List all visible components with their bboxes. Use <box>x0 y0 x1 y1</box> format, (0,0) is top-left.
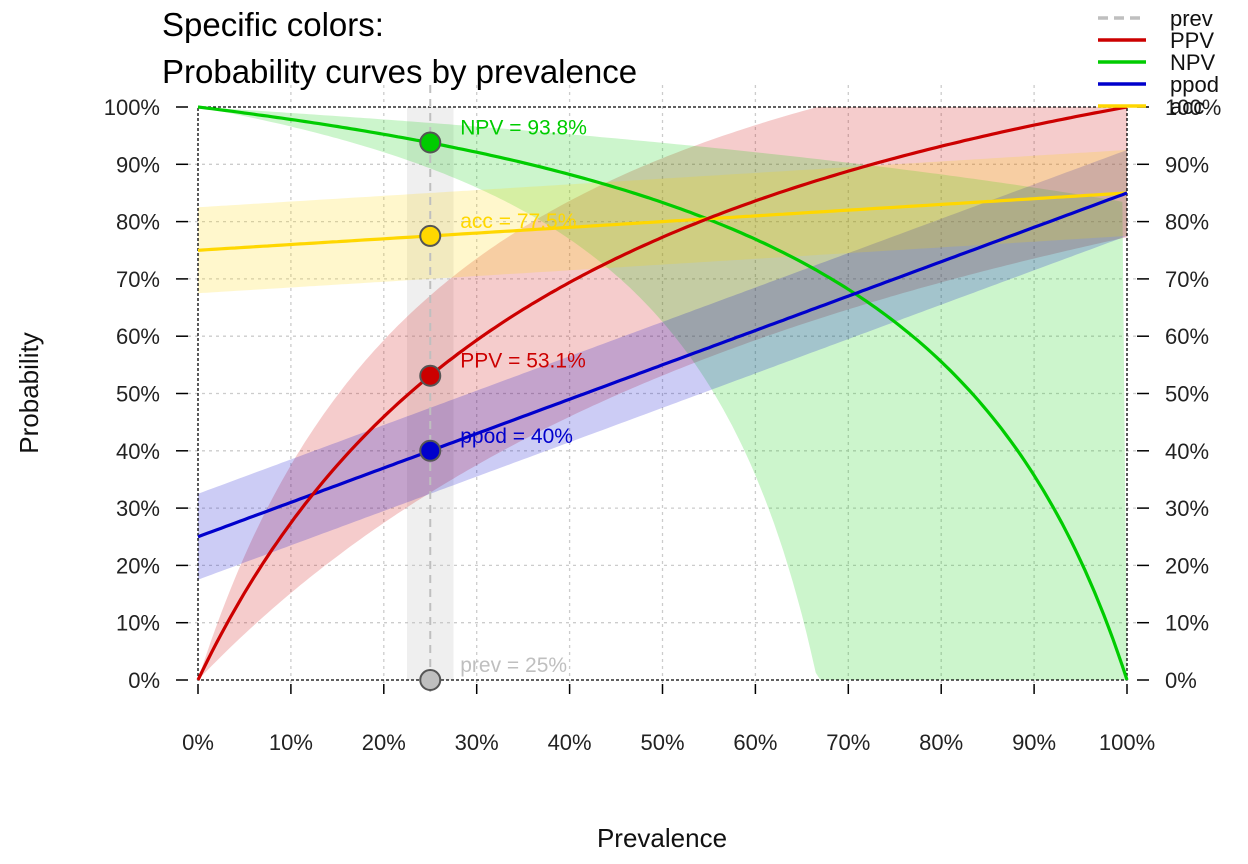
series-line-acc <box>197 191 1128 252</box>
y-axis-ticks: 0% 0% 10% 10% 20% 20% 30% 30% 40% 40% 50% 50% 60% 60%… <box>104 95 1222 693</box>
legend-label-ppod: ppod <box>1170 72 1219 97</box>
point-ppv <box>419 364 442 387</box>
point-label-acc: acc = 77.5% <box>460 210 576 233</box>
y-tick-label-left: 100% <box>104 95 160 120</box>
y-tick-label-right: 20% <box>1165 553 1209 578</box>
x-tick-label: 70% <box>826 730 870 755</box>
chart-title-line2: Probability curves by prevalence <box>162 53 637 90</box>
y-tick-label-left: 70% <box>116 267 160 292</box>
y-tick-label-right: 10% <box>1165 611 1209 636</box>
y-tick-label-right: 100% <box>1165 95 1221 120</box>
point-prev <box>419 669 442 691</box>
y-tick-label-left: 30% <box>116 496 160 521</box>
point-ppod <box>419 439 442 462</box>
y-tick-label-right: 50% <box>1165 382 1209 407</box>
y-tick-label-right: 70% <box>1165 267 1209 292</box>
y-tick-label-right: 60% <box>1165 324 1209 349</box>
x-tick-label: 80% <box>919 730 963 755</box>
plot-border <box>197 106 1128 681</box>
x-tick-label: 30% <box>455 730 499 755</box>
x-tick-label: 90% <box>1012 730 1056 755</box>
y-tick-label-left: 20% <box>116 553 160 578</box>
x-tick-label: 10% <box>269 730 313 755</box>
x-tick-label: 60% <box>733 730 777 755</box>
point-label-prev: prev = 25% <box>460 654 567 677</box>
series-lines <box>196 85 1129 692</box>
x-axis-label: Prevalence <box>597 823 727 853</box>
y-tick-label-left: 50% <box>116 382 160 407</box>
legend-label-acc: acc <box>1170 94 1204 119</box>
series-line-ppod <box>197 191 1128 539</box>
y-tick-label-right: 80% <box>1165 210 1209 235</box>
point-acc <box>419 224 442 247</box>
y-tick-label-left: 40% <box>116 439 160 464</box>
y-tick-label-right: 0% <box>1165 668 1197 693</box>
y-tick-label-left: 80% <box>116 210 160 235</box>
x-axis-ticks: 0% 10% 20% 30% 40% 50% 60% 70% 80% 90% 100% <box>182 684 1155 755</box>
x-tick-label: 100% <box>1099 730 1155 755</box>
y-tick-label-left: 10% <box>116 611 160 636</box>
highlight-points: NPV = 93.8% acc = 77.5% PPV = 53.1% ppod = … <box>419 117 587 691</box>
band-ppv <box>198 107 1127 680</box>
y-tick-label-left: 60% <box>116 324 160 349</box>
y-tick-label-right: 30% <box>1165 496 1209 521</box>
point-label-npv: NPV = 93.8% <box>460 117 587 140</box>
band-npv <box>198 107 1127 680</box>
series-line-ppv <box>196 105 1128 681</box>
y-tick-label-right: 40% <box>1165 439 1209 464</box>
x-tick-label: 50% <box>640 730 684 755</box>
legend-label-npv: NPV <box>1170 50 1216 75</box>
legend-label-ppv: PPV <box>1170 28 1214 53</box>
y-tick-label-left: 90% <box>116 152 160 177</box>
point-label-ppod: ppod = 40% <box>460 425 573 448</box>
x-tick-label: 0% <box>182 730 214 755</box>
point-npv <box>419 131 442 154</box>
grid <box>188 85 1137 690</box>
y-tick-label-right: 90% <box>1165 152 1209 177</box>
point-label-ppv: PPV = 53.1% <box>460 350 586 373</box>
chart-title-line1: Specific colors: <box>162 6 384 43</box>
y-tick-label-left: 0% <box>128 668 160 693</box>
x-tick-label: 40% <box>548 730 592 755</box>
x-tick-label: 20% <box>362 730 406 755</box>
legend-label-prev: prev <box>1170 6 1213 31</box>
y-axis-label: Probability <box>14 332 44 453</box>
plot-frame <box>197 106 1128 681</box>
series-line-npv <box>197 105 1129 681</box>
